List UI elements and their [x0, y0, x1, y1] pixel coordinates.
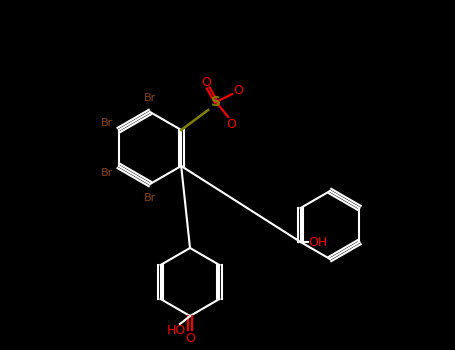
- Text: O: O: [185, 331, 195, 344]
- Text: Br: Br: [101, 168, 113, 178]
- Text: S: S: [211, 95, 221, 109]
- Text: Br: Br: [144, 193, 156, 203]
- Text: O: O: [201, 76, 211, 89]
- Text: Br: Br: [101, 118, 113, 128]
- Text: HO: HO: [167, 323, 186, 336]
- Text: Br: Br: [144, 93, 156, 103]
- Text: O: O: [233, 84, 243, 97]
- Text: O: O: [226, 118, 236, 131]
- Text: OH: OH: [308, 236, 327, 248]
